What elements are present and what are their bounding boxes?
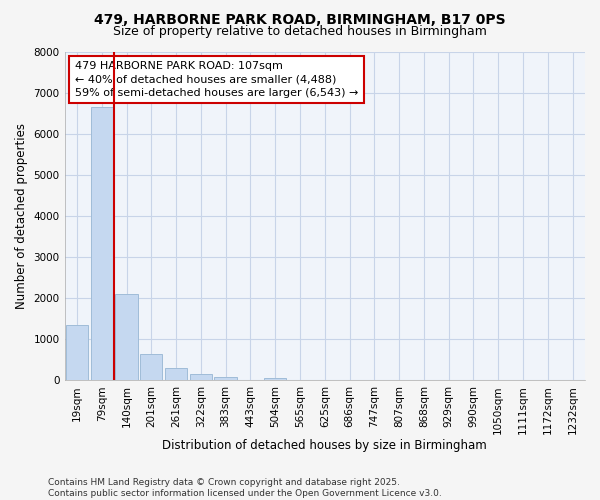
Text: 479 HARBORNE PARK ROAD: 107sqm
← 40% of detached houses are smaller (4,488)
59% : 479 HARBORNE PARK ROAD: 107sqm ← 40% of …: [75, 62, 358, 98]
Bar: [190, 374, 212, 380]
Text: Size of property relative to detached houses in Birmingham: Size of property relative to detached ho…: [113, 25, 487, 38]
Bar: [165, 368, 187, 380]
Text: 479, HARBORNE PARK ROAD, BIRMINGHAM, B17 0PS: 479, HARBORNE PARK ROAD, BIRMINGHAM, B17…: [94, 12, 506, 26]
Bar: [264, 378, 286, 380]
Bar: [214, 377, 237, 380]
Bar: [140, 354, 163, 380]
Text: Contains HM Land Registry data © Crown copyright and database right 2025.
Contai: Contains HM Land Registry data © Crown c…: [48, 478, 442, 498]
Bar: [91, 107, 113, 380]
X-axis label: Distribution of detached houses by size in Birmingham: Distribution of detached houses by size …: [163, 440, 487, 452]
Bar: [115, 294, 137, 380]
Y-axis label: Number of detached properties: Number of detached properties: [15, 123, 28, 309]
Bar: [66, 326, 88, 380]
